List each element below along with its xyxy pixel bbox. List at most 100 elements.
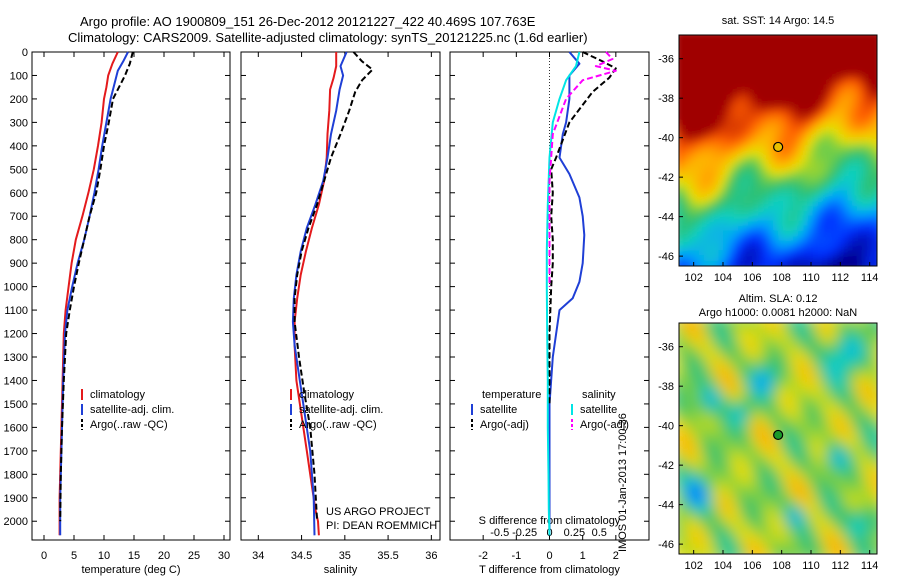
map-3-cell [708,260,715,266]
map-3-cell [743,65,750,72]
map-3-cell [738,150,745,157]
map-3-cell [847,55,854,62]
map-4-cell [778,458,786,467]
map-3-cell [713,215,720,222]
map-3-cell [723,225,730,232]
map-3-cell [822,245,829,252]
map-3-cell [832,35,839,42]
map-3-cell [857,110,864,117]
map-4-cell [692,438,700,447]
map-3-cell [778,65,784,72]
map-4-cell [811,465,819,474]
map-3-cell [872,55,877,62]
map-3-cell [713,80,720,87]
map-3-cell [688,195,695,202]
map-4-cell [751,547,760,554]
depth-tick-label: 1400 [4,375,28,387]
map-4-cell [844,472,852,481]
map-3-cell [683,210,690,217]
map-4-cell [679,486,687,494]
map-4-cell [725,418,733,426]
map-3-cell [679,245,685,252]
map-3-cell [703,90,710,97]
map-3-cell [683,110,690,117]
map-3-cell [748,140,755,147]
map-4-cell [784,431,793,440]
map-4-field [679,323,877,554]
map-3-cell [862,70,869,77]
map-4-cell [797,356,806,365]
map-3-cell [832,60,839,67]
map-3-cell [782,185,789,192]
map-4-cell [817,465,826,474]
map-4-cell [797,336,806,345]
map-3-cell [753,185,760,192]
map-4-cell [738,363,746,372]
map-3-cell [782,95,789,102]
map-4-cell [811,390,819,399]
map-4-cell [850,513,859,522]
map-4-cell [718,499,727,508]
map-3-cell [822,40,829,47]
map-3-cell [872,210,877,217]
map-4-cell [830,336,839,345]
map-3-cell [683,185,690,192]
map-4-cell [837,438,845,447]
map-3-cell [768,260,775,266]
map-4-cell [850,404,859,413]
map-3-cell [703,125,710,132]
map-3-cell [743,195,750,202]
map-3-cell [718,195,725,202]
map-3-cell [738,110,745,117]
map-3-cell [683,160,690,167]
map-4-cell [745,350,753,358]
map-4-cell [804,411,812,420]
map-3-cell [703,255,710,262]
map-3-cell [698,90,705,97]
map-4-cell [725,520,733,528]
map-3-cell [802,165,809,172]
chart-0-xlabel: temperature (deg C) [81,564,180,576]
map-3-cell [872,185,877,192]
map-3-cell [748,170,755,177]
map-4-cell [751,540,760,549]
map-3-cell [723,125,730,132]
map-3-cell [683,45,690,52]
map-3-cell [802,80,809,87]
map-4-cell [824,458,832,467]
map-4-cell [784,363,793,372]
map-4-cell [725,486,733,494]
map-3-cell [867,195,874,202]
map-3-cell [872,115,877,122]
map-3-cell [773,200,779,207]
map-4-cell [824,424,832,433]
map-3-cell [852,266,858,272]
map-3-cell [778,100,784,107]
map-4-cell [863,363,872,372]
map-4-cell [791,547,799,554]
map-3-cell [792,120,799,127]
map-4-cell [758,363,766,372]
map-3-cell [738,130,745,137]
map-4-cell [797,384,806,392]
map-4-cell [725,411,733,420]
map-3-cell [782,255,789,262]
map-3-cell [827,110,834,117]
map-3-cell [847,95,854,102]
map-3-cell [728,55,735,62]
map-3-cell [827,240,834,247]
map-3-cell [877,70,883,76]
map-3-cell [842,180,849,187]
map-3-cell [753,105,760,112]
chart-1-series-0-line [293,52,338,536]
map-3-cell [837,130,844,137]
map-3-cell [728,125,735,132]
map-3-cell [837,55,844,62]
map-3-cell [862,115,869,122]
map-3-cell [713,60,720,67]
map-4-cell [764,520,773,528]
map-3-cell [738,135,745,142]
map-3-cell [688,75,695,82]
map-3-cell [713,195,720,202]
map-3-cell [817,50,824,57]
